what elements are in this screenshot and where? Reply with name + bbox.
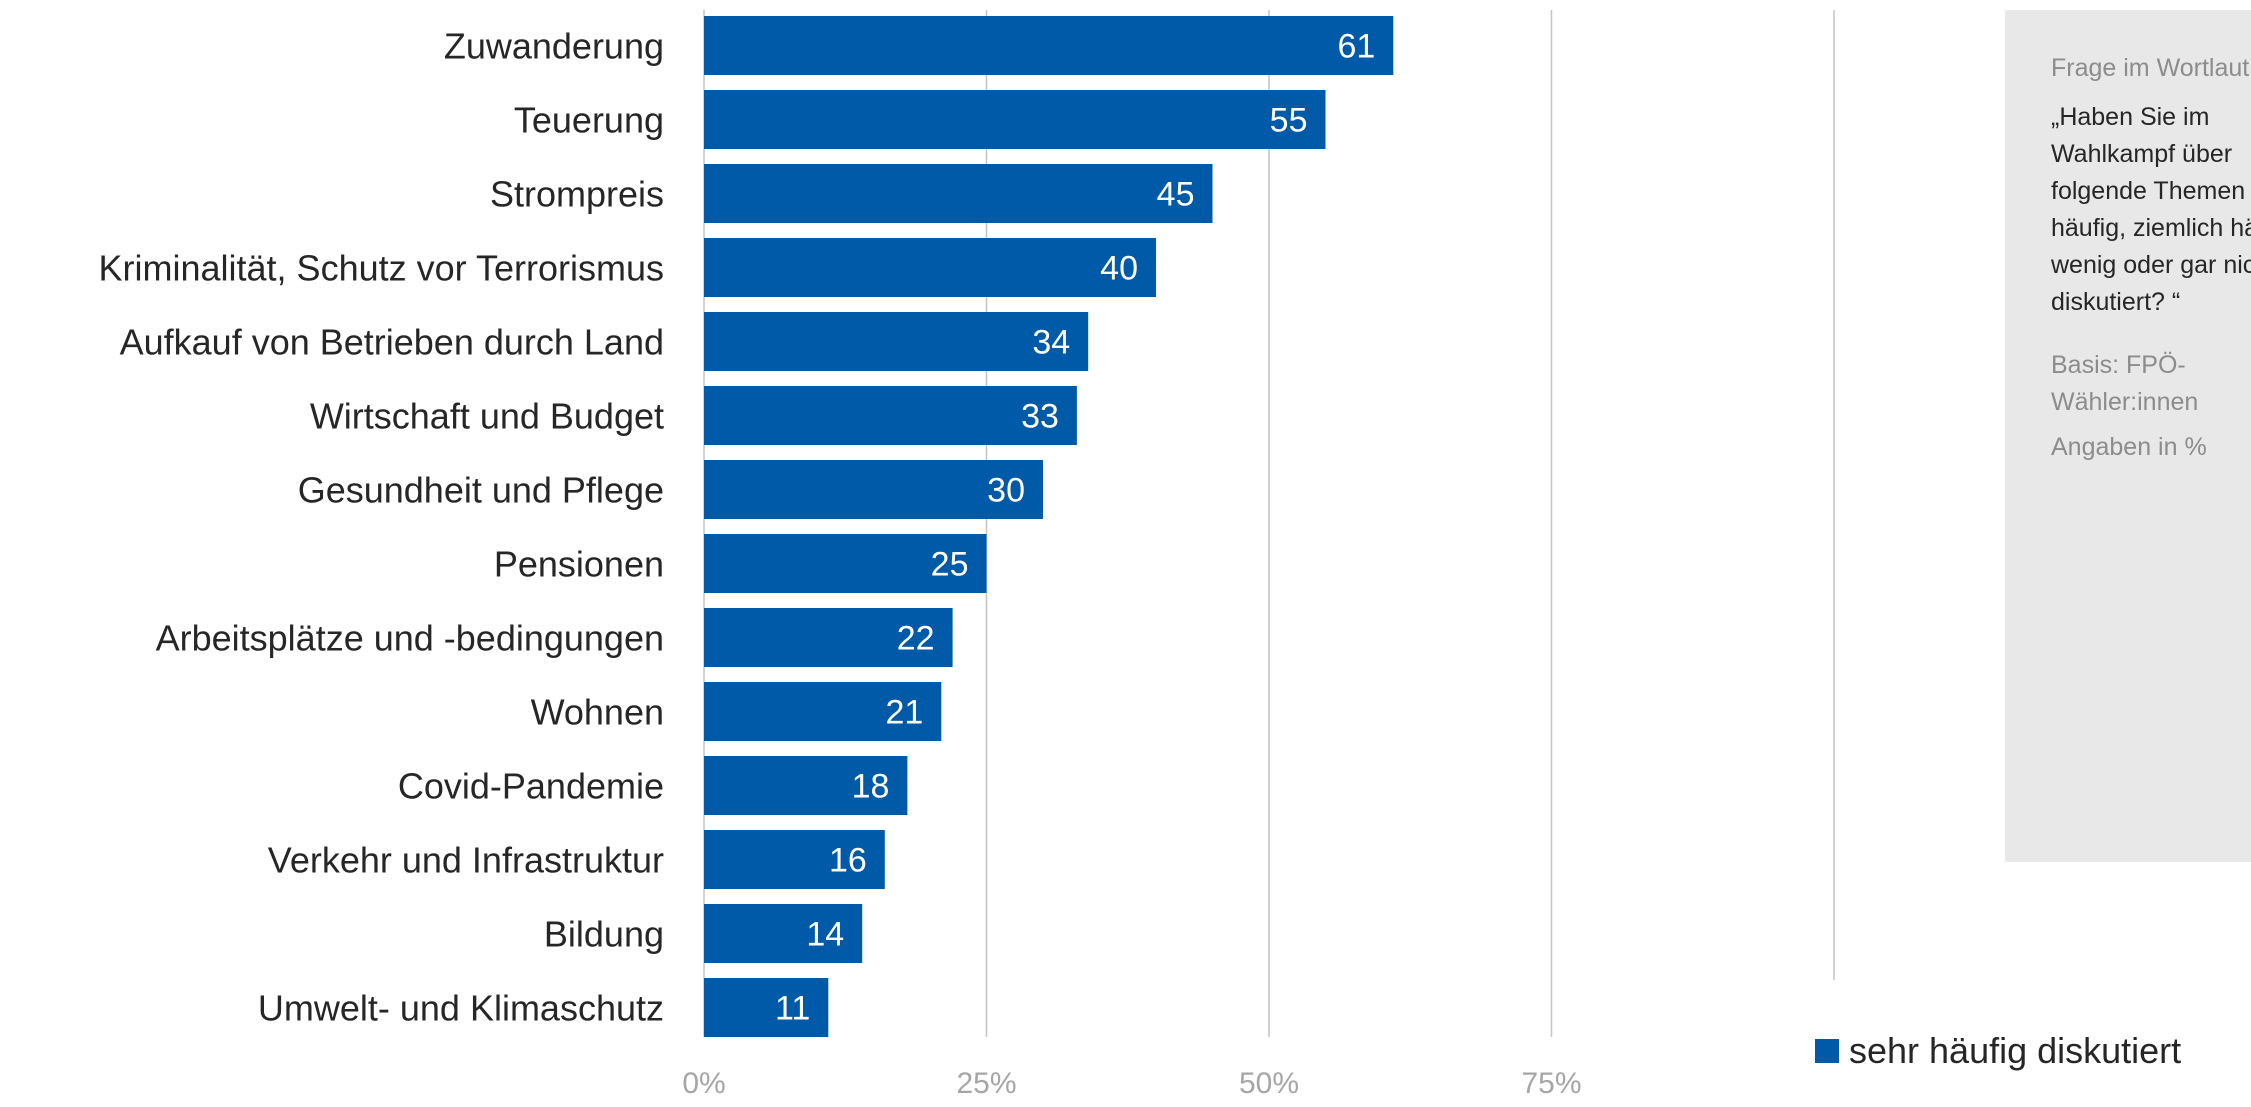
x-axis-tick-labels: 0% 25% 50% 75%	[682, 1067, 1581, 1100]
data-label: 21	[885, 694, 923, 732]
category-label: Wohnen	[531, 692, 664, 733]
data-label: 14	[806, 916, 844, 954]
data-label: 45	[1157, 176, 1195, 214]
bar	[704, 386, 1077, 445]
data-label: 16	[829, 842, 867, 880]
category-label: Arbeitsplätze und -bedingungen	[156, 618, 664, 659]
x-tick-label: 0%	[682, 1067, 725, 1100]
bar	[704, 90, 1326, 149]
category-label: Zuwanderung	[444, 26, 664, 67]
question-line: folgende Themen sehr	[2051, 177, 2251, 205]
x-tick-label: 75%	[1521, 1067, 1581, 1100]
question-text: „Haben Sie im Wahlkampf über folgende Th…	[2051, 99, 2251, 321]
data-label: 18	[852, 768, 890, 806]
bar	[704, 534, 987, 593]
bar	[704, 904, 863, 963]
data-label: 25	[931, 546, 969, 584]
data-label: 11	[775, 990, 810, 1028]
bar	[704, 756, 908, 815]
category-labels: Zuwanderung Teuerung Strompreis Kriminalitä…	[99, 26, 665, 1029]
bar	[704, 164, 1213, 223]
category-label: Kriminalität, Schutz vor Terrorismus	[99, 248, 665, 289]
bar	[704, 682, 942, 741]
value-labels: 61 55 45 40 34 33 30 25 22 21 18 16 14 11	[775, 28, 1375, 1028]
info-heading: Frage im Wortlaut:	[2051, 54, 2251, 82]
bar	[704, 460, 1043, 519]
bar	[704, 16, 1394, 75]
category-label: Teuerung	[514, 100, 664, 141]
category-label: Covid-Pandemie	[398, 766, 664, 807]
basis-line: Wähler:innen	[2051, 388, 2199, 416]
basis-line: Basis: FPÖ-	[2051, 351, 2186, 379]
info-box-content: Frage im Wortlaut: „Haben Sie im Wahlkam…	[2051, 54, 2251, 466]
question-info-box: Frage im Wortlaut: „Haben Sie im Wahlkam…	[2005, 10, 2251, 862]
bar	[704, 312, 1089, 371]
category-label: Verkehr und Infrastruktur	[268, 840, 664, 881]
x-tick-label: 50%	[1239, 1067, 1299, 1100]
data-label: 30	[987, 472, 1025, 510]
category-label: Strompreis	[490, 174, 664, 215]
bar	[704, 238, 1156, 297]
question-line: häufig, ziemlich häufig,	[2051, 214, 2251, 242]
question-line: Wahlkampf über	[2051, 140, 2233, 168]
units-note: Angaben in %	[2051, 429, 2251, 466]
category-label: Gesundheit und Pflege	[298, 470, 664, 511]
question-line: wenig oder gar nicht	[2051, 251, 2251, 279]
data-label: 61	[1337, 28, 1375, 66]
data-label: 22	[897, 620, 935, 658]
question-line: „Haben Sie im	[2051, 103, 2210, 131]
basis-text: Basis: FPÖ- Wähler:innen	[2051, 347, 2251, 421]
category-label: Pensionen	[494, 544, 664, 585]
data-label: 40	[1100, 250, 1138, 288]
x-tick-label: 25%	[956, 1067, 1016, 1100]
bar	[704, 978, 829, 1037]
bar	[704, 608, 953, 667]
bar	[704, 830, 885, 889]
question-line: diskutiert? “	[2051, 288, 2181, 316]
category-label: Bildung	[544, 914, 664, 955]
category-label: Aufkauf von Betrieben durch Land	[120, 322, 664, 363]
units-text: Angaben in %	[2051, 433, 2207, 461]
data-label: 34	[1032, 324, 1070, 362]
category-label: Wirtschaft und Budget	[310, 396, 664, 437]
legend-label: sehr häufig diskutiert	[1849, 1030, 2182, 1071]
legend: sehr häufig diskutiert	[1815, 1030, 2181, 1072]
legend-swatch	[1815, 1039, 1839, 1063]
bars	[704, 16, 1394, 1037]
data-label: 55	[1270, 102, 1308, 140]
category-label: Umwelt- und Klimaschutz	[258, 988, 664, 1029]
data-label: 33	[1021, 398, 1059, 436]
